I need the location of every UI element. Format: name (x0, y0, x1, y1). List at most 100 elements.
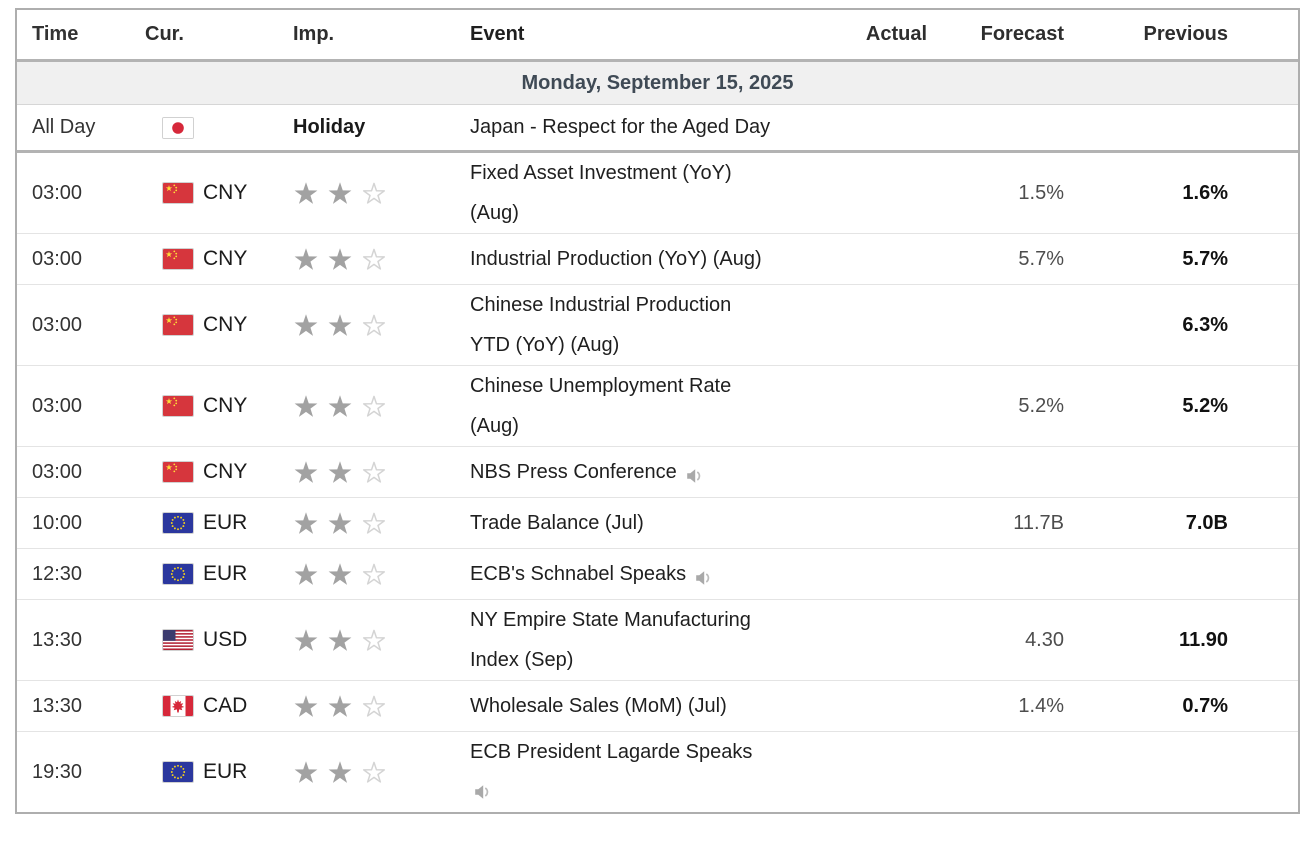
event-title: Wholesale Sales (MoM) (Jul) (470, 695, 727, 717)
star-empty-icon (362, 395, 386, 417)
importance-stars (293, 247, 470, 272)
importance-stars (293, 181, 470, 206)
event-title: Chinese Unemployment Rate (Aug) (470, 375, 732, 437)
star-filled-icon (328, 760, 352, 783)
currency-code: CNY (203, 181, 248, 204)
star-filled-icon (328, 247, 352, 270)
previous-value: 6.3% (1182, 313, 1228, 336)
forecast-value: 11.7B (1013, 511, 1064, 534)
china-flag-icon (162, 182, 194, 204)
event-cell[interactable]: Chinese Unemployment Rate (Aug) (470, 366, 812, 446)
col-header-currency: Cur. (145, 23, 184, 45)
star-filled-icon (294, 511, 318, 534)
china-flag-icon (162, 248, 194, 270)
star-empty-icon (362, 248, 386, 270)
forecast-value: 1.5% (1018, 181, 1064, 204)
event-time: 13:30 (32, 694, 83, 717)
event-time: 03:00 (32, 313, 83, 336)
event-row[interactable]: 13:30 USD NY Empire State Manufacturing … (17, 600, 1298, 681)
event-cell[interactable]: Fixed Asset Investment (YoY) (Aug) (470, 153, 812, 233)
star-empty-icon (362, 761, 386, 783)
event-time: 03:00 (32, 460, 83, 483)
forecast-value: 4.30 (1025, 628, 1064, 651)
currency-code: CNY (203, 247, 248, 270)
previous-value: 1.6% (1182, 181, 1228, 204)
eu-flag-icon (162, 512, 194, 534)
event-row[interactable]: 19:30 EUR ECB President Lagarde Speaks (17, 732, 1298, 812)
currency-code: CNY (203, 460, 248, 483)
importance-stars (293, 511, 470, 536)
event-title: NY Empire State Manufacturing Index (Sep… (470, 609, 751, 671)
importance-stars (293, 460, 470, 485)
event-row[interactable]: 03:00 CNY Chinese Unemployment Rate (Aug… (17, 366, 1298, 447)
event-time: 03:00 (32, 181, 83, 204)
forecast-value: 5.7% (1018, 247, 1064, 270)
event-row[interactable]: 13:30 CAD Wholesale Sales (MoM) (Jul) 1.… (17, 681, 1298, 732)
star-empty-icon (362, 314, 386, 336)
event-cell[interactable]: NY Empire State Manufacturing Index (Sep… (470, 600, 812, 680)
event-row[interactable]: 12:30 EUR ECB's Schnabel Speaks (17, 549, 1298, 600)
event-title: Chinese Industrial Production YTD (YoY) … (470, 294, 732, 356)
importance-stars (293, 562, 470, 587)
star-filled-icon (328, 511, 352, 534)
event-title: Fixed Asset Investment (YoY) (Aug) (470, 162, 732, 224)
event-cell[interactable]: ECB President Lagarde Speaks (470, 732, 812, 812)
event-row[interactable]: 03:00 CNY Industrial Production (YoY) (A… (17, 234, 1298, 285)
previous-value: 11.90 (1179, 628, 1228, 651)
currency-code: USD (203, 628, 248, 651)
currency-code: EUR (203, 562, 248, 585)
event-time: 13:30 (32, 628, 83, 651)
star-filled-icon (328, 313, 352, 336)
event-title: Trade Balance (Jul) (470, 512, 644, 534)
importance-stars (293, 628, 470, 653)
event-cell[interactable]: Wholesale Sales (MoM) (Jul) (470, 686, 812, 726)
star-filled-icon (328, 628, 352, 651)
currency-code: EUR (203, 511, 248, 534)
currency-code: CNY (203, 394, 248, 417)
currency-code: CAD (203, 694, 248, 717)
star-filled-icon (294, 394, 318, 417)
economic-calendar-table: Time Cur. Imp. Event Actual Forecast Pre… (15, 8, 1300, 814)
star-filled-icon (294, 760, 318, 783)
col-header-importance: Imp. (293, 23, 335, 45)
importance-stars (293, 760, 470, 785)
event-cell[interactable]: Trade Balance (Jul) (470, 503, 812, 543)
china-flag-icon (162, 395, 194, 417)
star-filled-icon (294, 181, 318, 204)
forecast-value: 1.4% (1018, 694, 1064, 717)
col-header-forecast: Forecast (980, 23, 1064, 45)
star-filled-icon (328, 562, 352, 585)
currency-code: CNY (203, 313, 248, 336)
previous-value: 7.0B (1185, 511, 1228, 534)
col-header-event: Event (470, 23, 525, 45)
event-cell[interactable]: Chinese Industrial Production YTD (YoY) … (470, 285, 812, 365)
date-label: Monday, September 15, 2025 (521, 71, 794, 94)
event-time: 10:00 (32, 511, 83, 534)
event-row[interactable]: 03:00 CNY NBS Press Conference (17, 447, 1298, 498)
event-row[interactable]: 10:00 EUR Trade Balance (Jul) 11.7B 7.0B (17, 498, 1298, 549)
holiday-row[interactable]: All Day Holiday Japan - Respect for the … (17, 105, 1298, 153)
china-flag-icon (162, 314, 194, 336)
event-row[interactable]: 03:00 CNY Chinese Industrial Production … (17, 285, 1298, 366)
star-empty-icon (362, 512, 386, 534)
event-cell[interactable]: Industrial Production (YoY) (Aug) (470, 239, 812, 279)
star-filled-icon (294, 694, 318, 717)
holiday-event-title[interactable]: Japan - Respect for the Aged Day (470, 116, 771, 138)
date-separator-row: Monday, September 15, 2025 (17, 62, 1298, 105)
speaker-icon (693, 566, 713, 589)
event-title: ECB President Lagarde Speaks (470, 741, 753, 763)
star-empty-icon (362, 695, 386, 717)
event-time: 03:00 (32, 394, 83, 417)
star-filled-icon (294, 628, 318, 651)
event-time: 03:00 (32, 247, 83, 270)
event-cell[interactable]: ECB's Schnabel Speaks (470, 554, 812, 594)
previous-value: 5.2% (1182, 394, 1228, 417)
previous-value: 0.7% (1182, 694, 1228, 717)
star-filled-icon (294, 460, 318, 483)
event-row[interactable]: 03:00 CNY Fixed Asset Investment (YoY) (… (17, 153, 1298, 234)
event-cell[interactable]: NBS Press Conference (470, 452, 812, 492)
eu-flag-icon (162, 563, 194, 585)
previous-value: 5.7% (1182, 247, 1228, 270)
importance-stars (293, 394, 470, 419)
event-time: 12:30 (32, 562, 83, 585)
